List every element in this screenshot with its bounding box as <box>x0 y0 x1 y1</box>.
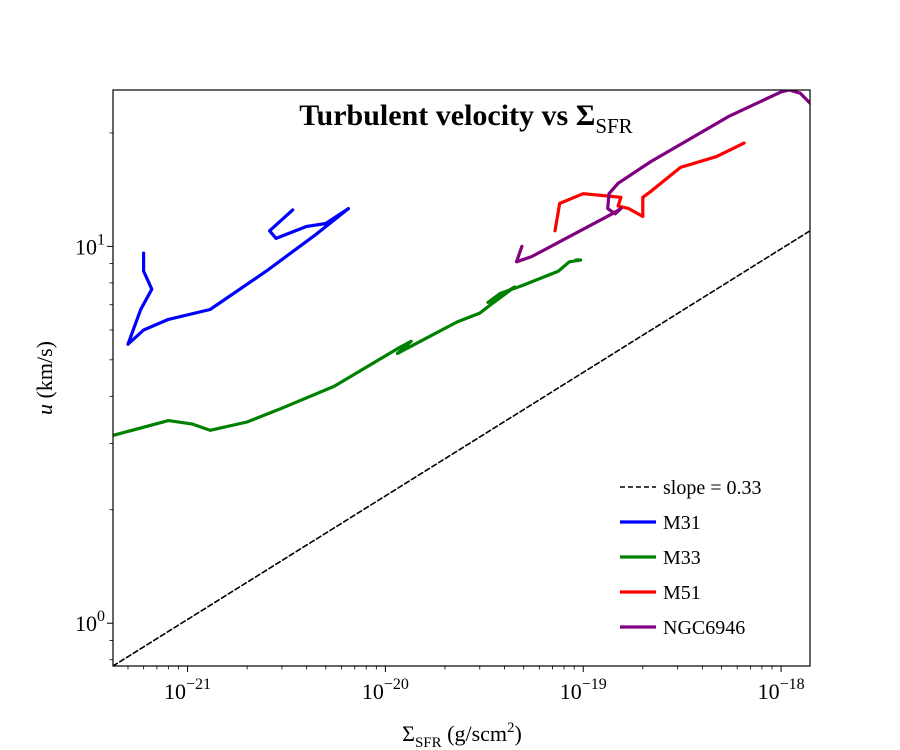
y-axis-label-unit: (km/s) <box>32 341 57 404</box>
x-axis-label-subscript: SFR <box>415 735 442 750</box>
chart-title-subscript: SFR <box>595 114 632 138</box>
y-tick-label-base: 10 <box>75 234 97 259</box>
legend: slope = 0.33 M31 M33 M51 NGC6946 <box>620 477 762 639</box>
series-line-m51 <box>553 141 746 233</box>
x-axis-label-unit: (g/scm <box>442 721 507 746</box>
chart-title: Turbulent velocity vs ΣSFR <box>299 99 632 138</box>
x-tick-label-base: 10 <box>758 679 780 704</box>
x-tick-label-base: 10 <box>362 679 384 704</box>
y-axis-label-var: u <box>32 404 57 415</box>
legend-label: slope = 0.33 <box>663 477 762 499</box>
series-line-m31 <box>126 207 350 346</box>
x-tick-label: 10−19 <box>560 676 607 704</box>
x-tick-label-exponent: −18 <box>780 676 805 693</box>
chart-title-main: Turbulent velocity vs Σ <box>299 99 595 132</box>
x-axis-label-unit-end: ) <box>515 721 522 746</box>
x-tick-label-exponent: −20 <box>384 676 409 693</box>
x-tick-label-base: 10 <box>560 679 582 704</box>
x-tick-label-exponent: −19 <box>582 676 607 693</box>
legend-label: M33 <box>663 547 701 569</box>
x-axis-label-unit-sup: 2 <box>507 720 515 736</box>
legend-label: M31 <box>663 512 701 534</box>
y-tick-label: 100 <box>75 608 105 636</box>
x-tick-label-exponent: −21 <box>186 676 211 693</box>
legend-label: NGC6946 <box>663 617 745 639</box>
x-axis-label: ΣSFR (g/scm2) <box>402 720 522 750</box>
series-line-slope-0-33 <box>113 230 810 666</box>
series-layer <box>113 90 810 666</box>
series-line-m33 <box>113 258 583 437</box>
y-tick-label-exponent: 1 <box>97 231 105 248</box>
x-tick-label-base: 10 <box>164 679 186 704</box>
x-axis-label-main: Σ <box>402 721 415 746</box>
plot-frame <box>112 89 811 667</box>
y-tick-label-base: 10 <box>75 611 97 636</box>
y-axis-label: u (km/s) <box>32 341 57 415</box>
y-tick-label: 101 <box>75 231 105 259</box>
x-tick-label: 10−21 <box>164 676 211 704</box>
legend-label: M51 <box>663 582 701 604</box>
x-tick-label: 10−18 <box>758 676 805 704</box>
y-tick-label-exponent: 0 <box>97 608 105 625</box>
series-line-ngc6946 <box>514 90 810 264</box>
x-tick-label: 10−20 <box>362 676 409 704</box>
